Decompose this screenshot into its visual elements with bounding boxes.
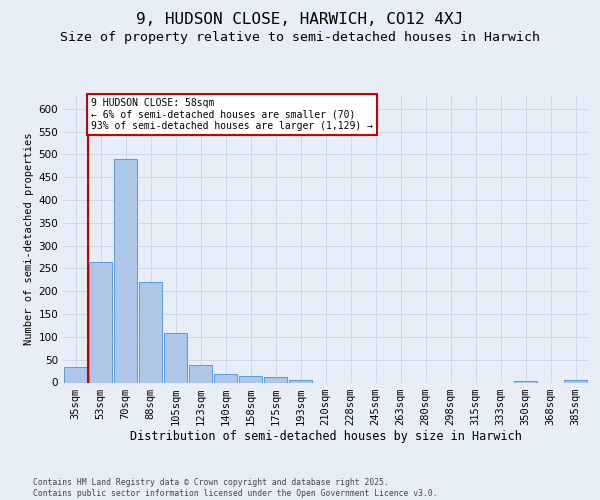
Bar	[89, 262, 112, 382]
Bar	[164, 333, 187, 382]
Bar	[139, 282, 163, 382]
Bar	[214, 374, 238, 382]
Bar	[563, 380, 587, 382]
Text: Contains HM Land Registry data © Crown copyright and database right 2025.
Contai: Contains HM Land Registry data © Crown c…	[33, 478, 437, 498]
Bar	[239, 376, 262, 382]
Bar	[188, 365, 212, 382]
Text: Size of property relative to semi-detached houses in Harwich: Size of property relative to semi-detach…	[60, 31, 540, 44]
Text: 9 HUDSON CLOSE: 58sqm
← 6% of semi-detached houses are smaller (70)
93% of semi-: 9 HUDSON CLOSE: 58sqm ← 6% of semi-detac…	[91, 98, 373, 131]
Y-axis label: Number of semi-detached properties: Number of semi-detached properties	[24, 132, 34, 345]
Bar	[289, 380, 313, 382]
X-axis label: Distribution of semi-detached houses by size in Harwich: Distribution of semi-detached houses by …	[130, 430, 521, 444]
Bar	[64, 366, 88, 382]
Bar	[113, 159, 137, 382]
Bar	[263, 377, 287, 382]
Text: 9, HUDSON CLOSE, HARWICH, CO12 4XJ: 9, HUDSON CLOSE, HARWICH, CO12 4XJ	[136, 12, 464, 28]
Bar	[514, 381, 538, 382]
